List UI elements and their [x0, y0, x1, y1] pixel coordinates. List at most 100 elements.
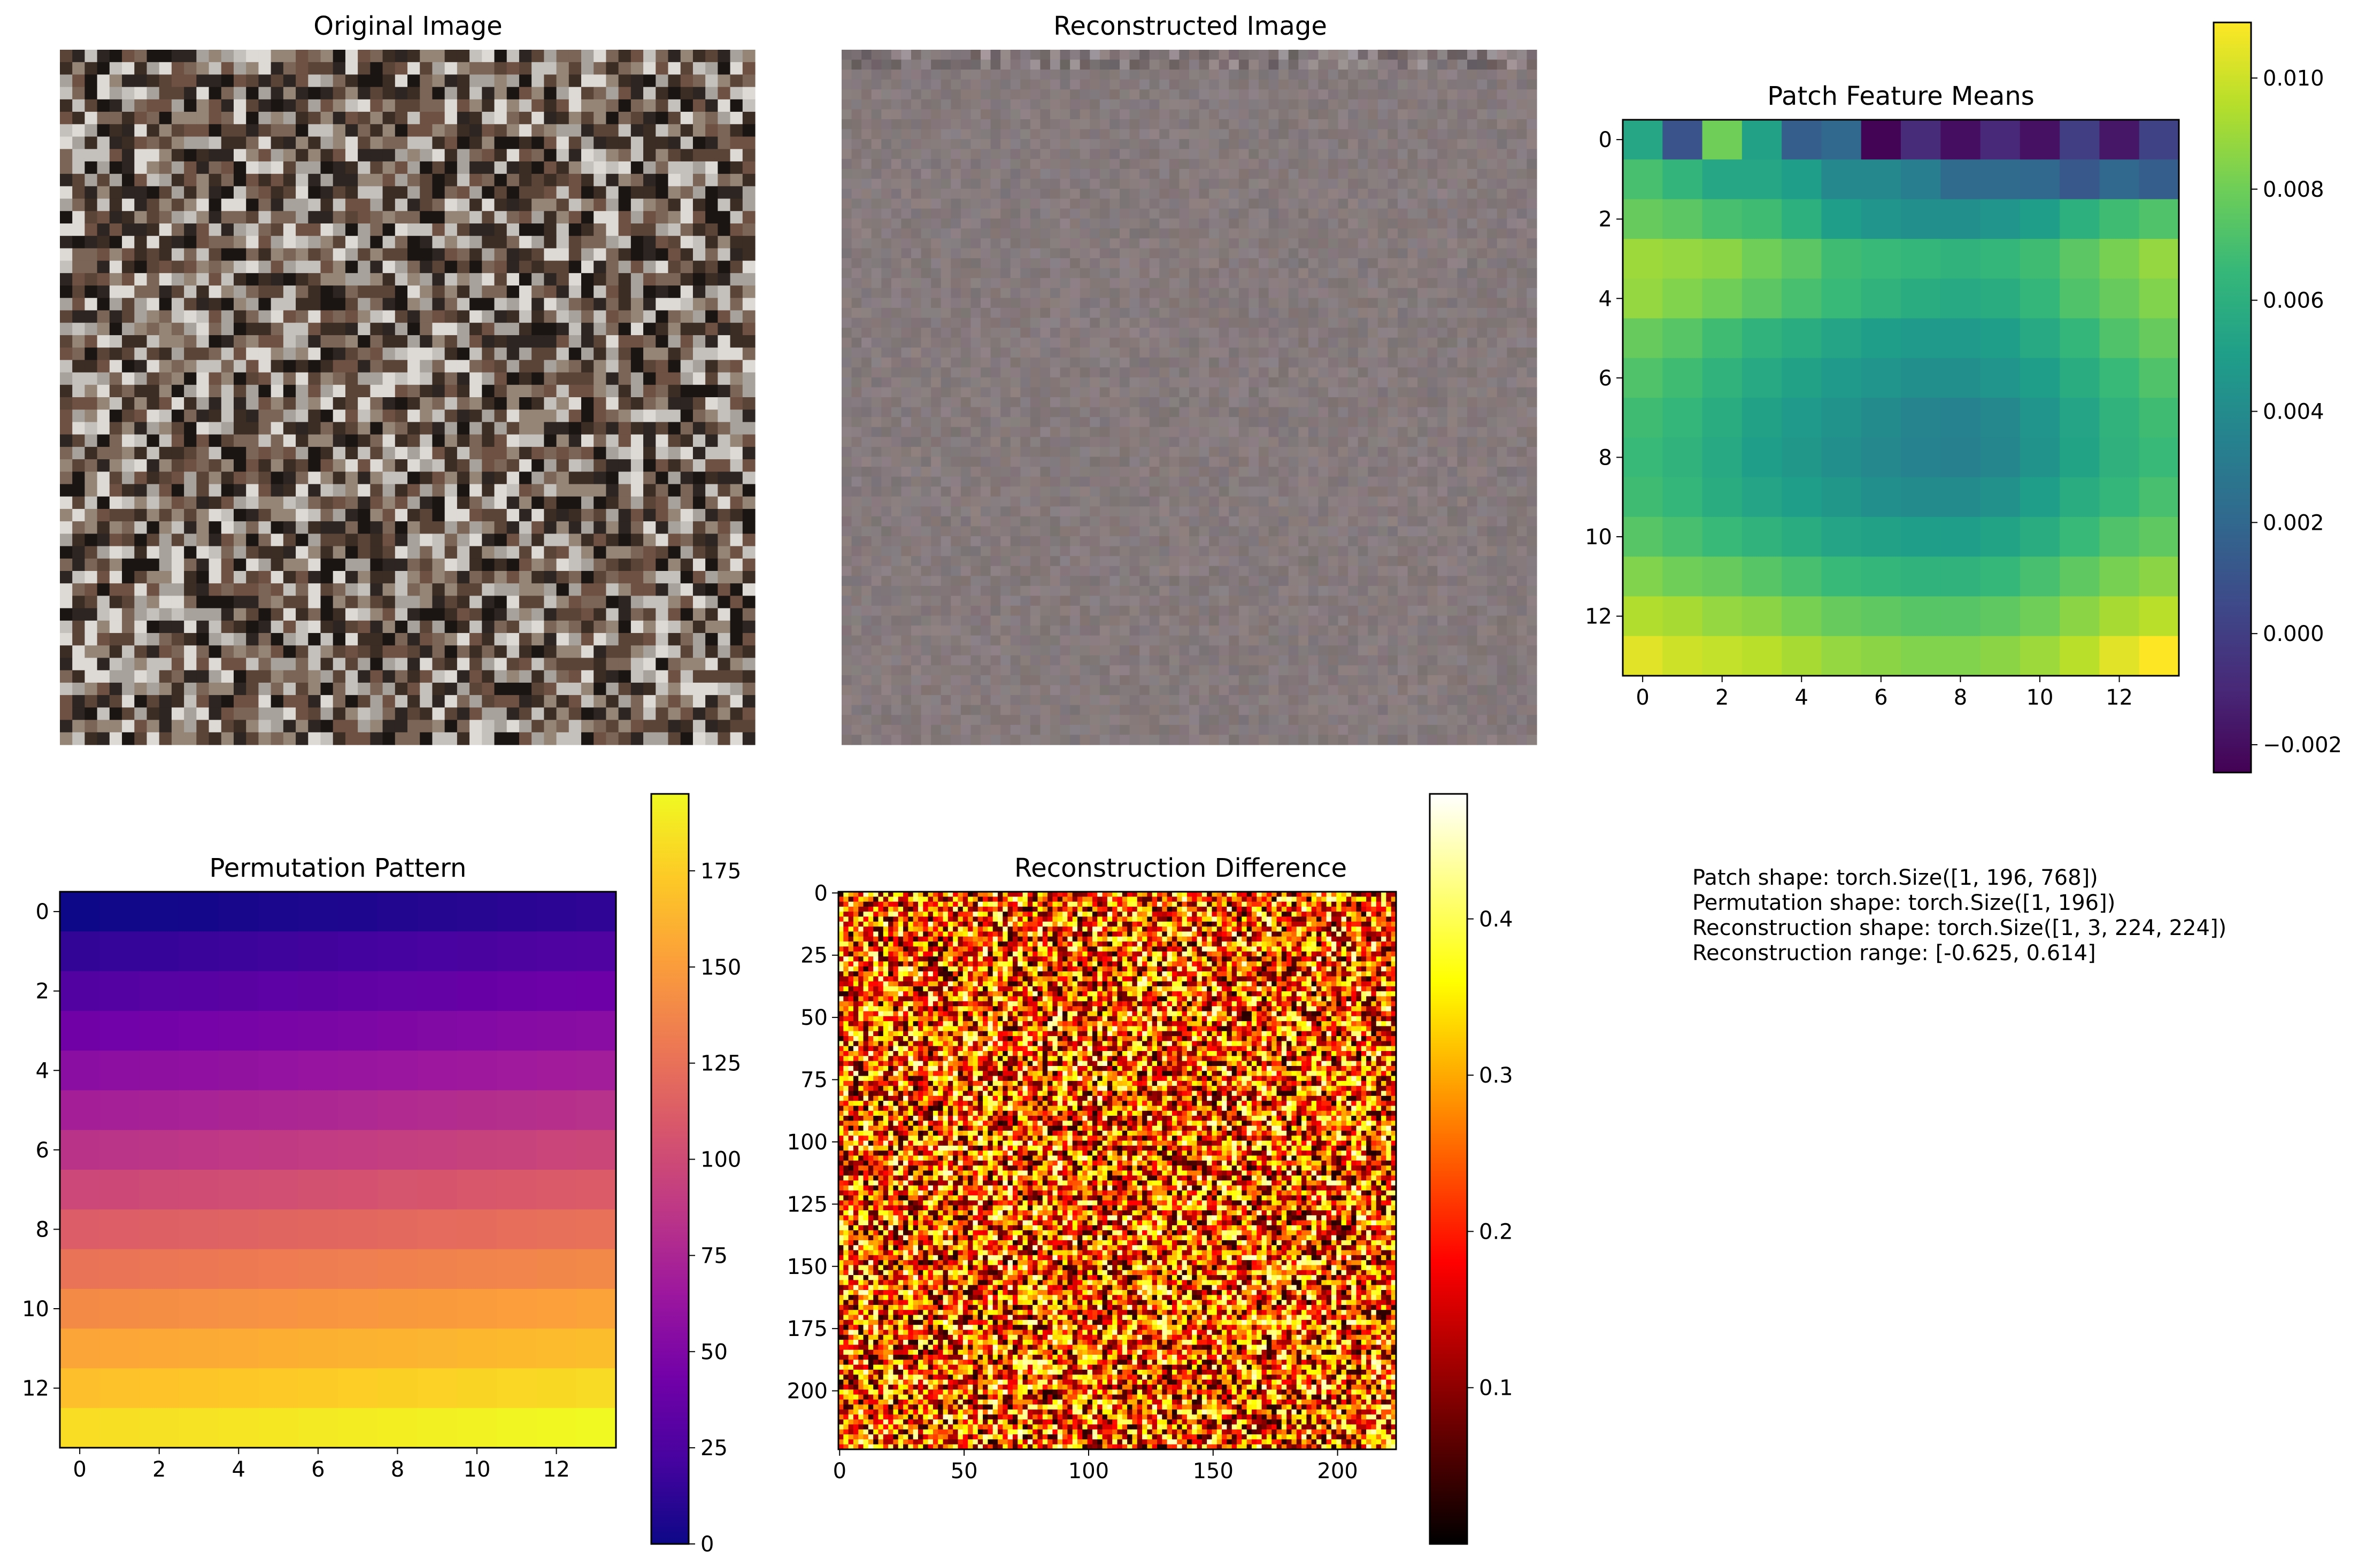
original-image-patch: [97, 310, 110, 323]
original-image-patch: [680, 186, 693, 199]
original-image-patch: [432, 546, 445, 559]
original-image-patch: [283, 99, 296, 112]
reconstructed-image-pixel: [1338, 268, 1348, 279]
reconstructed-image-pixel: [891, 248, 902, 259]
reconstructed-image-pixel: [1219, 149, 1229, 159]
original-image-patch: [382, 720, 396, 733]
original-image-patch: [656, 87, 669, 100]
original-image-patch: [72, 496, 86, 509]
original-image-patch: [358, 174, 371, 187]
reconstructed-image-pixel: [1487, 218, 1498, 229]
reconstructed-image-pixel: [1268, 50, 1279, 60]
original-image-patch: [444, 99, 458, 112]
original-image-patch: [122, 508, 135, 522]
original-image-patch: [630, 149, 644, 162]
original-image-patch: [444, 211, 458, 224]
original-image-patch: [271, 236, 284, 249]
original-image-patch: [556, 236, 569, 249]
reconstructed-image-pixel: [1308, 109, 1319, 120]
reconstructed-image-pixel: [931, 248, 942, 259]
reconstructed-image-pixel: [1090, 149, 1100, 159]
original-image-patch: [742, 695, 756, 708]
reconstructed-image-pixel: [1139, 288, 1150, 298]
reconstructed-image-pixel: [1050, 228, 1061, 239]
reconstructed-image-pixel: [881, 149, 892, 159]
original-image-patch: [345, 124, 358, 137]
original-image-patch: [345, 248, 358, 261]
reconstructed-image-pixel: [960, 119, 972, 130]
original-image-patch: [506, 248, 520, 261]
reconstructed-image-pixel: [1149, 238, 1160, 249]
reconstructed-image-pixel: [1298, 298, 1309, 308]
reconstructed-image-pixel: [1348, 109, 1359, 120]
reconstructed-image-pixel: [1209, 228, 1220, 239]
reconstructed-image-pixel: [1527, 139, 1537, 150]
original-image-patch: [432, 695, 445, 708]
reconstructed-image-pixel: [1179, 189, 1190, 199]
original-image-patch: [358, 658, 371, 671]
original-image-patch: [345, 521, 358, 534]
reconstructed-image-pixel: [1219, 218, 1229, 229]
reconstructed-image-pixel: [1080, 238, 1090, 249]
original-image-patch: [72, 472, 86, 485]
original-image-patch: [482, 670, 495, 683]
original-image-patch: [581, 546, 594, 559]
original-image-patch: [606, 248, 619, 261]
original-image-patch: [246, 50, 259, 63]
reconstructed-image-pixel: [990, 307, 1001, 319]
original-image-patch: [308, 732, 321, 745]
reconstructed-image-pixel: [1497, 59, 1507, 70]
original-image-patch: [333, 397, 346, 410]
reconstructed-image-pixel: [1238, 198, 1250, 209]
original-image-patch: [705, 236, 718, 249]
original-image-patch: [432, 161, 445, 174]
reconstructed-image-pixel: [871, 179, 882, 189]
original-image-patch: [482, 720, 495, 733]
original-image-patch: [680, 248, 693, 261]
original-image-patch: [457, 521, 470, 534]
original-image-patch: [519, 534, 532, 547]
reconstructed-image-pixel: [1338, 129, 1348, 140]
original-image-patch: [482, 273, 495, 286]
original-image-patch: [718, 670, 731, 683]
reconstructed-image-pixel: [1099, 168, 1111, 180]
reconstructed-image-pixel: [1516, 69, 1528, 80]
reconstructed-image-pixel: [941, 307, 951, 319]
original-image-patch: [358, 546, 371, 559]
original-image-patch: [122, 546, 135, 559]
original-image-patch: [581, 434, 594, 447]
reconstructed-image-pixel: [1090, 129, 1100, 140]
original-image-patch: [147, 645, 160, 659]
original-image-patch: [630, 198, 644, 212]
original-image-patch: [432, 521, 445, 534]
original-image-patch: [171, 410, 184, 423]
original-image-patch: [692, 372, 706, 385]
original-image-patch: [333, 583, 346, 597]
reconstructed-image-pixel: [981, 208, 991, 219]
original-image-patch: [109, 645, 122, 659]
original-image-patch: [482, 732, 495, 745]
original-image-patch: [618, 112, 631, 125]
original-image-patch: [656, 434, 669, 447]
original-image-patch: [159, 298, 172, 311]
original-image-patch: [134, 410, 148, 423]
original-image-patch: [171, 434, 184, 447]
original-image-patch: [656, 720, 669, 733]
original-image-patch: [221, 50, 234, 63]
reconstructed-image-pixel: [1497, 99, 1507, 110]
reconstructed-image-pixel: [990, 228, 1001, 239]
original-image-patch: [407, 695, 420, 708]
reconstructed-image-pixel: [1229, 109, 1239, 120]
original-image-patch: [345, 99, 358, 112]
original-image-patch: [320, 633, 334, 646]
reconstructed-image-pixel: [911, 268, 922, 279]
original-image-patch: [370, 472, 383, 485]
reconstructed-image-pixel: [1020, 139, 1031, 150]
original-image-patch: [308, 161, 321, 174]
original-image-patch: [705, 546, 718, 559]
original-image-patch: [209, 149, 222, 162]
original-image-patch: [618, 149, 631, 162]
original-image-patch: [531, 198, 544, 212]
original-image-patch: [147, 322, 160, 336]
reconstructed-image-pixel: [1099, 268, 1111, 279]
